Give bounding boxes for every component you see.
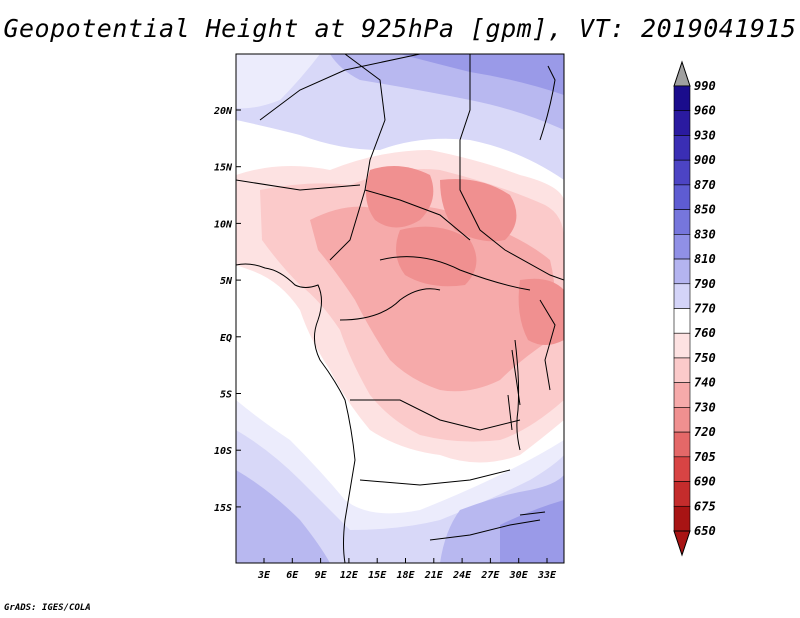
colorbar-label: 740 <box>694 376 716 390</box>
height-field <box>236 54 564 563</box>
colorbar-label: 850 <box>694 203 716 217</box>
colorbar-label: 705 <box>694 450 716 464</box>
lon-label: 18E <box>396 570 415 581</box>
blue-region-north-core <box>400 54 564 95</box>
colorbar-label: 675 <box>694 499 716 513</box>
colorbar-swatch <box>673 184 691 210</box>
lon-label: 30E <box>509 570 529 581</box>
grads-credit: GrADS: IGES/COLA <box>4 603 91 613</box>
colorbar-label: 960 <box>694 104 716 118</box>
lon-label: 15E <box>368 570 387 581</box>
lon-label: 24E <box>452 570 472 581</box>
colorbar-label: 900 <box>694 153 716 167</box>
map-title: Geopotential Height at 925hPa [gpm], VT:… <box>3 14 797 43</box>
lat-label: 20N <box>213 106 233 117</box>
pink-core-center <box>396 226 477 287</box>
colorbar-swatch <box>673 332 691 359</box>
colorbar-swatch <box>673 159 691 186</box>
colorbar-label: 720 <box>694 425 716 439</box>
lat-axis: 20N 15N 10N 5N EQ 5S 10S 15S <box>213 106 241 514</box>
colorbar-label: 690 <box>694 475 716 489</box>
colorbar-label: 810 <box>694 252 716 266</box>
lat-label: 5N <box>220 276 233 287</box>
pink-core-east <box>518 278 564 345</box>
colorbar-swatch <box>673 456 691 482</box>
colorbar-swatch <box>673 431 691 458</box>
colorbar-swatch <box>673 209 691 235</box>
colorbar-swatch <box>673 110 691 136</box>
colorbar-label: 650 <box>694 524 716 538</box>
colorbar: 990 960 930 900 870 850 830 810 790 770 760 750 740 7… <box>673 60 716 557</box>
colorbar-swatch <box>673 505 691 532</box>
lat-label: 10N <box>214 219 233 230</box>
colorbar-swatch <box>673 481 691 507</box>
colorbar-label: 790 <box>694 277 716 291</box>
colorbar-label: 760 <box>694 326 716 340</box>
colorbar-swatch <box>673 258 691 285</box>
boundaries <box>236 54 564 563</box>
colorbar-label: 870 <box>694 178 716 192</box>
colorbar-swatch <box>673 382 691 408</box>
colorbar-label: 770 <box>694 302 716 316</box>
lon-label: 27E <box>480 570 500 581</box>
pink-core-north <box>366 166 434 228</box>
colorbar-label: 990 <box>694 79 716 93</box>
lat-label: 10S <box>214 446 232 457</box>
lon-label: 12E <box>340 570 359 581</box>
lat-label: 15N <box>214 163 233 174</box>
colorbar-label: 830 <box>694 227 716 241</box>
white-region-nw <box>236 54 320 109</box>
lat-label: 5S <box>220 390 232 401</box>
plot-frame <box>235 53 565 564</box>
colorbar-swatch <box>673 283 691 309</box>
lon-label: 33E <box>537 570 557 581</box>
colorbar-label: 750 <box>694 351 716 365</box>
lon-label: 3E <box>257 570 271 581</box>
colorbar-swatch <box>673 357 691 383</box>
blue-region-southwest <box>236 470 330 563</box>
colorbar-label: 730 <box>694 400 716 414</box>
colorbar-label: 930 <box>694 128 716 142</box>
colorbar-bottom-arrow <box>673 530 691 557</box>
blue-region-southeast-core <box>500 500 564 563</box>
lon-label: 9E <box>315 570 328 581</box>
colorbar-top-arrow <box>673 60 691 87</box>
lat-label: EQ <box>220 333 232 344</box>
lon-label: 6E <box>286 570 299 581</box>
lon-label: 21E <box>424 570 444 581</box>
colorbar-swatch <box>673 407 691 433</box>
lon-axis: 3E 6E 9E 12E 15E 18E 21E 24E 27E 30E 33E <box>257 558 557 581</box>
lat-label: 15S <box>214 503 232 514</box>
colorbar-swatch <box>673 85 691 112</box>
colorbar-swatch <box>673 308 691 334</box>
colorbar-swatch <box>673 135 691 161</box>
colorbar-swatch <box>673 234 691 260</box>
pink-region-strong <box>310 206 555 392</box>
pink-core-northeast <box>440 179 517 242</box>
